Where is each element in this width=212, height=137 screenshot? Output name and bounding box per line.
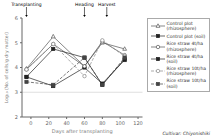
svg-text:100: 100 bbox=[115, 120, 125, 126]
svg-text:Transplanting: Transplanting bbox=[10, 2, 41, 7]
svg-text:40: 40 bbox=[63, 120, 69, 126]
svg-text:3: 3 bbox=[15, 89, 18, 95]
svg-text:4: 4 bbox=[15, 64, 18, 70]
svg-text:0: 0 bbox=[29, 120, 32, 126]
svg-text:6: 6 bbox=[15, 15, 18, 21]
html-text:Control plot (soil): Control plot (soil) bbox=[166, 33, 206, 39]
svg-text:Log₁₀ (No. of cells/g dry matt: Log₁₀ (No. of cells/g dry matter) bbox=[8, 32, 9, 103]
html-text:Rice straw 4t/ha (soil): Rice straw 4t/ha (soil) bbox=[166, 53, 204, 64]
html-text:Control plot (rhizosphere): Control plot (rhizosphere) bbox=[166, 21, 197, 32]
svg-text:Days after transplanting: Days after transplanting bbox=[52, 128, 113, 135]
svg-text:2: 2 bbox=[15, 114, 18, 120]
svg-text:80: 80 bbox=[99, 120, 105, 126]
html-text:Rice straw 10t/ha (rhizosphere: Rice straw 10t/ha (rhizosphere) bbox=[166, 66, 206, 77]
svg-text:60: 60 bbox=[81, 120, 87, 126]
html-text:Rice straw 4t/ha (rhizosphere): Rice straw 4t/ha (rhizosphere) bbox=[166, 41, 204, 52]
svg-text:Heading: Heading bbox=[75, 2, 94, 7]
html-text:Rice straw 10t/ha (soil): Rice straw 10t/ha (soil) bbox=[166, 78, 206, 89]
html-text:Cultivar: Chiyonishiki: Cultivar: Chiyonishiki bbox=[162, 131, 210, 136]
svg-text:120: 120 bbox=[133, 120, 143, 126]
svg-text:20: 20 bbox=[46, 120, 52, 126]
svg-text:5: 5 bbox=[15, 40, 18, 46]
svg-text:Harvest: Harvest bbox=[98, 2, 116, 7]
